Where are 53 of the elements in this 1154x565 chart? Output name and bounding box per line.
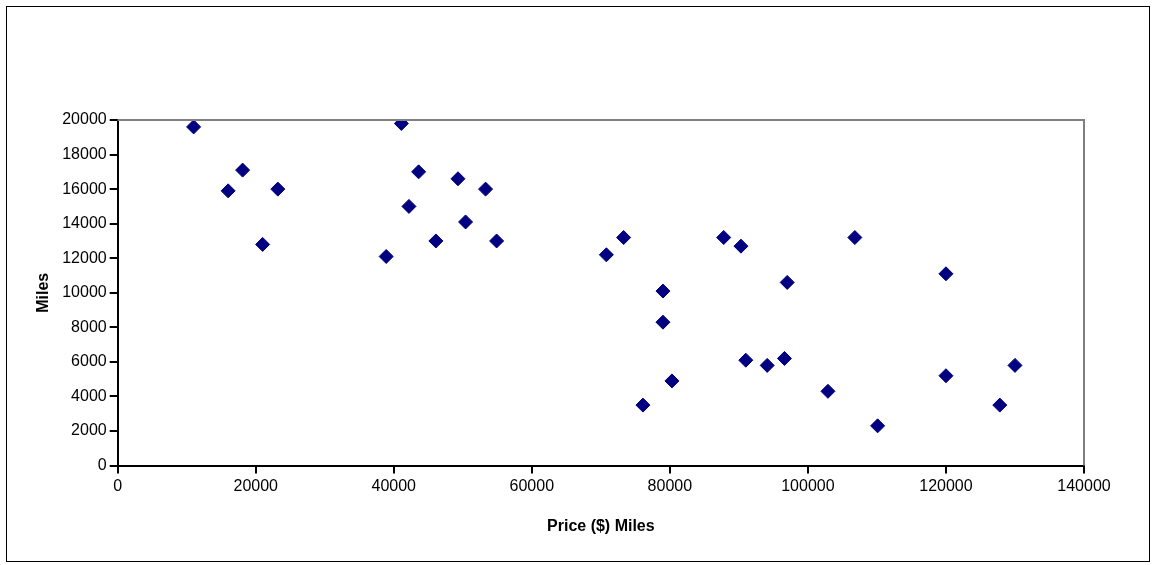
x-tick-label: 40000 [371,476,417,494]
point [938,368,954,384]
y-tick-label: 8000 [71,317,107,335]
point [270,181,286,197]
y-tick-label: 16000 [62,179,107,197]
y-tick-label: 12000 [62,248,107,266]
point [992,397,1008,413]
y-tick-label: 0 [97,456,107,474]
y-tick-label: 18000 [62,144,107,162]
x-tick-label: 100000 [781,476,835,494]
x-tick-label: 80000 [647,476,693,494]
point [820,383,836,399]
point [489,233,505,249]
point [235,162,251,178]
point [776,350,792,366]
point [938,266,954,282]
point [759,357,775,373]
point [716,230,732,245]
point [1007,357,1023,373]
point [738,352,754,368]
point [635,397,651,413]
x-tick-label: 20000 [233,476,279,494]
x-tick-label: 140000 [1057,476,1111,494]
x-axis-title: Price ($) Miles [547,516,655,534]
point [847,230,863,245]
point [655,314,671,330]
y-tick-label: 6000 [71,352,107,370]
point [616,230,632,245]
point [378,249,394,265]
y-tick-label: 14000 [62,214,107,232]
point [655,283,671,299]
point [598,247,614,263]
point [478,181,494,197]
point [870,418,886,434]
y-tick-label: 10000 [62,283,107,301]
y-tick-label: 20000 [62,110,107,128]
point [779,274,795,290]
point [458,214,474,230]
point [664,373,680,389]
point [428,233,444,249]
x-tick-label: 0 [113,476,123,494]
point [186,120,202,135]
y-tick-label: 4000 [71,386,107,404]
point [450,171,466,187]
x-tick-label: 60000 [509,476,555,494]
point [733,238,749,254]
point [401,198,417,214]
y-axis-title: Miles [34,272,52,313]
point [255,236,271,252]
point [411,164,427,180]
point [220,183,236,199]
y-tick-label: 2000 [71,421,107,439]
x-tick-label: 120000 [919,476,973,494]
